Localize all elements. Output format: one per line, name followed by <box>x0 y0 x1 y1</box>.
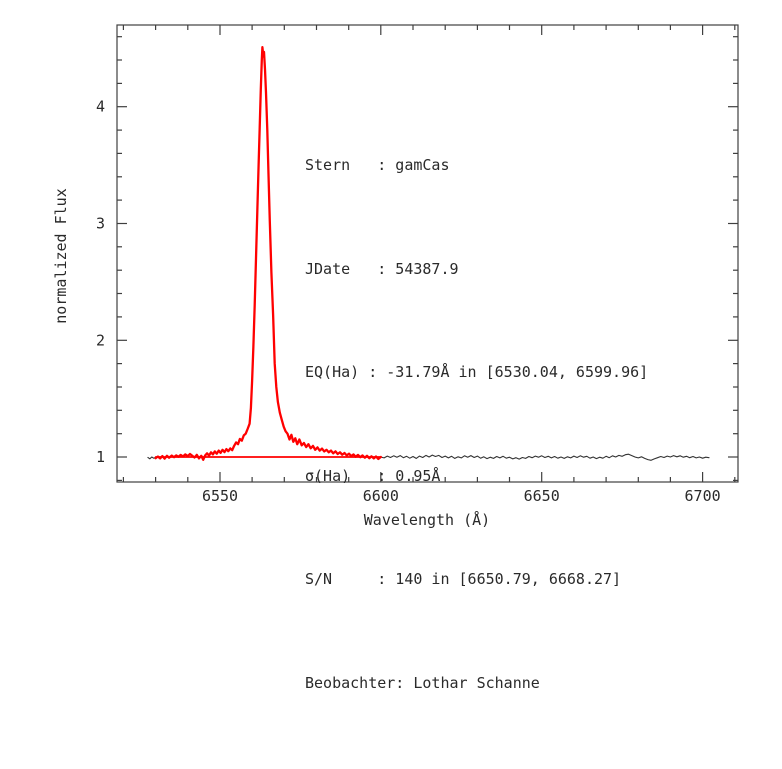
x-tick-label: 6650 <box>524 487 560 505</box>
annotation-line-observer: Beobachter: Lothar Schanne <box>305 673 540 692</box>
annotation-line-jdate: JDate : 54387.9 <box>305 259 459 278</box>
x-tick-label: 6700 <box>685 487 721 505</box>
y-tick-label: 4 <box>96 98 105 116</box>
plot-frame-layer <box>116 24 739 483</box>
x-axis-title: Wavelength (Å) <box>364 510 490 529</box>
series-spectrum-halpha-eq-region-red <box>154 46 382 461</box>
x-tick-label: 6600 <box>363 487 399 505</box>
spectrum-chart: 6550 6600 6650 6700 1 2 3 4 normalized Flux Wav… <box>52 24 739 692</box>
annotation-line-sigma: σ(Ha) : 0.95Å <box>305 466 441 485</box>
annotation-line-star: Stern : gamCas <box>305 156 450 174</box>
plot-tick-label-layer: 6550 6600 6650 6700 1 2 3 4 <box>96 98 721 505</box>
plot-series-layer <box>147 46 710 461</box>
y-axis-title: normalized Flux <box>52 188 70 323</box>
plot-tick-layer <box>117 25 738 482</box>
annotation-line-sn: S/N : 140 in [6650.79, 6668.27] <box>305 570 622 588</box>
series-spectrum-right-black <box>380 453 710 461</box>
annotation-line-eq: EQ(Ha) : -31.79Å in [6530.04, 6599.96] <box>305 363 649 381</box>
annotation-block: Stern : gamCas JDate : 54387.9 EQ(Ha) : … <box>305 79 648 769</box>
series-spectrum-left-black <box>147 456 157 460</box>
y-tick-label: 3 <box>96 215 105 233</box>
plot-frame <box>116 24 739 483</box>
spectrum-plot-canvas: 6550 6600 6650 6700 1 2 3 4 normalized Flux Wav… <box>52 24 739 529</box>
y-tick-label: 2 <box>96 331 105 349</box>
y-tick-label: 1 <box>96 448 105 466</box>
x-tick-label: 6550 <box>202 487 238 505</box>
